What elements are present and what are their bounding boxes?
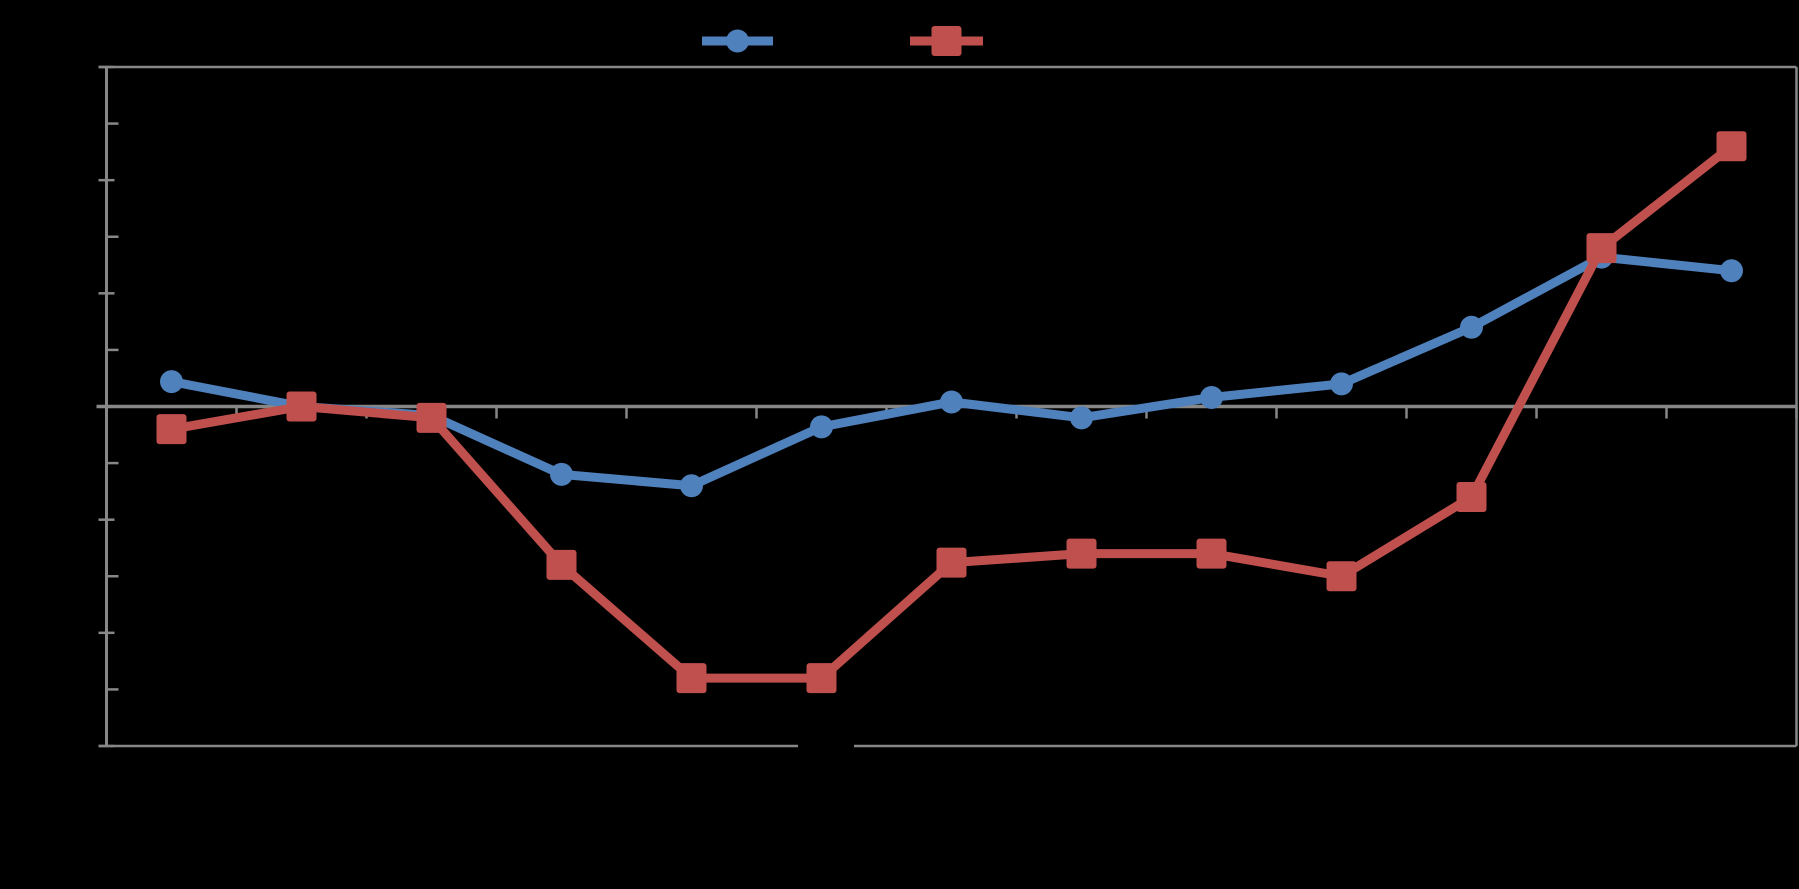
series-2-marker-square bbox=[676, 663, 707, 694]
series-2-marker-square bbox=[1066, 538, 1097, 569]
legend bbox=[702, 26, 983, 56]
series-2-marker-square bbox=[286, 391, 317, 422]
series-1-marker-circle bbox=[1720, 259, 1743, 283]
series-2-marker-square bbox=[936, 547, 967, 578]
legend-swatch-circle bbox=[726, 29, 749, 53]
series-1-marker-circle bbox=[550, 462, 573, 486]
series-2-marker-square bbox=[1456, 482, 1487, 513]
series-2-marker-square bbox=[416, 402, 447, 433]
series-1-marker-circle bbox=[1330, 372, 1353, 396]
series-1-marker-circle bbox=[1460, 315, 1483, 339]
series-2-marker-square bbox=[1716, 131, 1747, 162]
series-2-marker-square bbox=[1586, 233, 1617, 264]
series-1-marker-circle bbox=[1070, 406, 1093, 430]
legend-swatch-square bbox=[931, 26, 962, 56]
series-2-marker-square bbox=[806, 663, 837, 694]
series-1-marker-circle bbox=[940, 390, 963, 414]
series-1-marker-circle bbox=[810, 415, 833, 439]
legend-item-1 bbox=[702, 29, 773, 53]
x-axis-title-box bbox=[798, 736, 854, 753]
series-layer bbox=[156, 131, 1747, 694]
text-layer bbox=[798, 736, 854, 753]
series-2-marker-square bbox=[1196, 538, 1227, 569]
series-2-marker-square bbox=[546, 549, 577, 580]
series-2-marker-square bbox=[1326, 561, 1357, 592]
series-1-marker-circle bbox=[1200, 385, 1223, 409]
series-2-marker-square bbox=[156, 414, 187, 445]
series-1-marker-circle bbox=[160, 370, 183, 394]
series-1-marker-circle bbox=[680, 474, 703, 498]
legend-item-2 bbox=[910, 26, 983, 56]
